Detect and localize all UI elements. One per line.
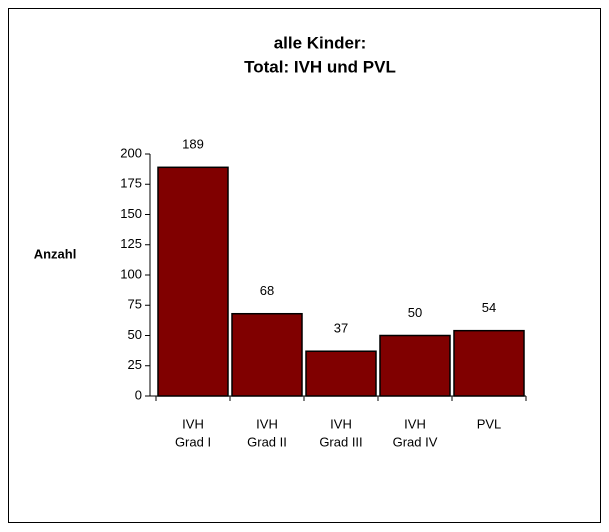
y-tick-label: 200 (120, 145, 142, 160)
x-tick-label: Grad I (175, 434, 211, 449)
y-tick-label: 125 (120, 236, 142, 251)
x-tick-label: IVH (330, 416, 352, 431)
bar (157, 166, 229, 397)
value-label: 54 (482, 300, 496, 315)
x-tick-label: Grad III (319, 434, 362, 449)
y-tick-label: 175 (120, 176, 142, 191)
x-tick-label: Grad IV (393, 434, 438, 449)
y-tick-label: 50 (128, 327, 142, 342)
x-tick-label: IVH (182, 416, 204, 431)
chart-title: Total: IVH und PVL (244, 57, 396, 76)
chart-title: alle Kinder: (274, 33, 367, 52)
y-tick-label: 0 (135, 387, 142, 402)
x-tick-label: Grad II (247, 434, 287, 449)
value-label: 189 (182, 137, 204, 152)
x-tick-label: PVL (477, 416, 502, 431)
x-tick-label: IVH (404, 416, 426, 431)
value-label: 68 (260, 283, 274, 298)
y-tick-label: 75 (128, 297, 142, 312)
y-tick-label: 25 (128, 357, 142, 372)
bar (453, 329, 525, 397)
x-tick-label: IVH (256, 416, 278, 431)
value-label: 37 (334, 321, 348, 336)
y-tick-label: 150 (120, 206, 142, 221)
bar (231, 312, 303, 397)
y-axis-label: Anzahl (34, 246, 77, 261)
value-label: 50 (408, 305, 422, 320)
y-tick-label: 100 (120, 266, 142, 281)
frame (8, 8, 601, 523)
bar (379, 334, 451, 397)
bar (305, 350, 377, 397)
